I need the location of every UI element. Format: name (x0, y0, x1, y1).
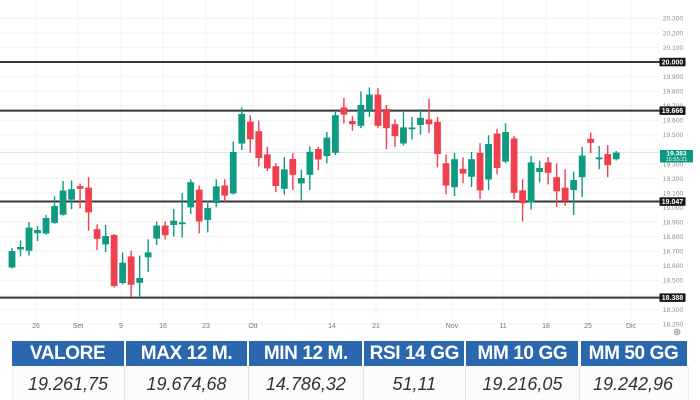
svg-text:18.388: 18.388 (662, 295, 684, 302)
svg-text:18.800: 18.800 (663, 234, 684, 241)
svg-text:14: 14 (328, 323, 336, 330)
svg-text:11: 11 (499, 323, 506, 330)
svg-text:23: 23 (202, 323, 210, 330)
svg-text:19.900: 19.900 (663, 74, 684, 81)
svg-text:Dic: Dic (626, 323, 637, 330)
svg-text:19.383: 19.383 (666, 151, 687, 158)
svg-text:Set: Set (73, 323, 84, 330)
svg-text:Ott: Ott (248, 323, 257, 330)
svg-text:19.000: 19.000 (663, 205, 684, 212)
svg-text:15:55:21: 15:55:21 (666, 157, 688, 163)
svg-text:18.700: 18.700 (663, 249, 684, 256)
svg-text:20.300: 20.300 (663, 16, 684, 23)
svg-text:18.200: 18.200 (663, 321, 684, 328)
svg-text:19.100: 19.100 (663, 190, 684, 197)
svg-text:18.300: 18.300 (663, 307, 684, 314)
svg-text:Nov: Nov (446, 323, 459, 330)
svg-text:21: 21 (372, 323, 380, 330)
svg-text:19.666: 19.666 (662, 108, 684, 115)
svg-text:9: 9 (119, 323, 123, 330)
svg-text:18.900: 18.900 (663, 220, 684, 227)
svg-text:25: 25 (584, 323, 592, 330)
svg-text:19.047: 19.047 (662, 199, 684, 206)
svg-text:19.500: 19.500 (663, 132, 684, 139)
svg-text:26: 26 (32, 323, 40, 330)
svg-text:19.300: 19.300 (663, 161, 684, 168)
svg-text:20.100: 20.100 (663, 45, 684, 52)
svg-text:20.200: 20.200 (663, 30, 684, 37)
svg-text:19.200: 19.200 (663, 176, 684, 183)
svg-text:18.600: 18.600 (663, 263, 684, 270)
svg-text:18.500: 18.500 (663, 278, 684, 285)
svg-text:19.800: 19.800 (663, 89, 684, 96)
svg-text:16: 16 (159, 323, 167, 330)
svg-text:19.600: 19.600 (663, 118, 684, 125)
svg-text:20.000: 20.000 (662, 60, 684, 67)
svg-text:18: 18 (542, 323, 550, 330)
